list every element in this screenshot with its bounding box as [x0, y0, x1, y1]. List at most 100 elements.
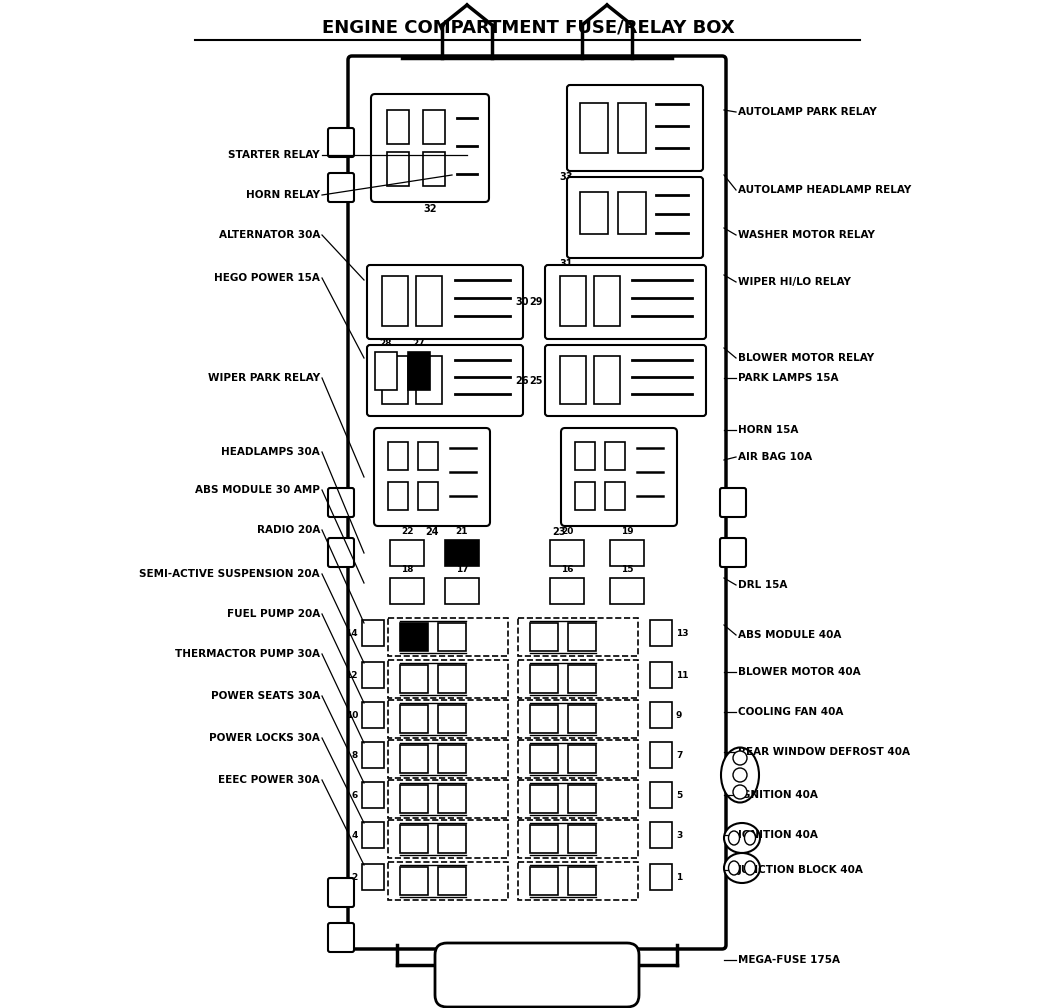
- Bar: [605, 482, 625, 510]
- FancyBboxPatch shape: [328, 128, 354, 157]
- FancyBboxPatch shape: [545, 345, 706, 416]
- Text: HEGO POWER 15A: HEGO POWER 15A: [214, 273, 320, 283]
- Bar: [560, 356, 586, 404]
- FancyBboxPatch shape: [435, 943, 639, 1007]
- Text: PARK LAMPS 15A: PARK LAMPS 15A: [738, 373, 838, 383]
- Text: 16: 16: [561, 565, 573, 574]
- Bar: [576, 482, 595, 510]
- Ellipse shape: [744, 861, 755, 875]
- Text: 21: 21: [456, 527, 468, 536]
- Bar: [400, 705, 428, 733]
- Bar: [580, 103, 608, 153]
- Bar: [518, 660, 638, 698]
- Text: 18: 18: [400, 565, 413, 574]
- Text: 28: 28: [380, 339, 392, 348]
- Bar: [362, 702, 384, 728]
- Bar: [568, 745, 596, 773]
- FancyBboxPatch shape: [367, 265, 523, 339]
- Ellipse shape: [724, 823, 760, 853]
- Text: AUTOLAMP HEADLAMP RELAY: AUTOLAMP HEADLAMP RELAY: [738, 185, 911, 195]
- Text: ABS MODULE 40A: ABS MODULE 40A: [738, 630, 842, 640]
- Bar: [518, 740, 638, 778]
- Text: 5: 5: [676, 790, 682, 799]
- FancyBboxPatch shape: [567, 177, 703, 258]
- Bar: [550, 578, 584, 604]
- Text: 22: 22: [400, 527, 413, 536]
- Text: WIPER PARK RELAY: WIPER PARK RELAY: [208, 373, 320, 383]
- Bar: [518, 618, 638, 656]
- Text: 29: 29: [529, 297, 543, 307]
- Text: HEADLAMPS 30A: HEADLAMPS 30A: [222, 447, 320, 457]
- Bar: [386, 110, 409, 144]
- Text: 19: 19: [621, 527, 634, 536]
- Bar: [418, 482, 438, 510]
- Text: WIPER HI/LO RELAY: WIPER HI/LO RELAY: [738, 277, 851, 287]
- Bar: [518, 700, 638, 738]
- Text: HORN 15A: HORN 15A: [738, 425, 798, 435]
- Bar: [382, 276, 408, 326]
- Bar: [418, 442, 438, 470]
- Bar: [388, 862, 508, 900]
- FancyBboxPatch shape: [561, 428, 677, 526]
- Bar: [568, 825, 596, 853]
- Text: 6: 6: [352, 790, 358, 799]
- Bar: [388, 740, 508, 778]
- Bar: [518, 780, 638, 818]
- Bar: [438, 705, 466, 733]
- Text: 30: 30: [515, 297, 528, 307]
- Bar: [375, 352, 397, 390]
- Ellipse shape: [733, 785, 747, 799]
- Bar: [550, 540, 584, 566]
- Bar: [650, 742, 672, 768]
- Bar: [445, 540, 479, 566]
- Bar: [610, 578, 644, 604]
- Bar: [530, 705, 558, 733]
- Text: 12: 12: [345, 670, 358, 679]
- Text: BLOWER MOTOR 40A: BLOWER MOTOR 40A: [738, 667, 861, 677]
- Text: 20: 20: [561, 527, 573, 536]
- FancyBboxPatch shape: [328, 878, 354, 907]
- Ellipse shape: [733, 768, 747, 782]
- Text: ALTERNATOR 30A: ALTERNATOR 30A: [219, 230, 320, 240]
- Bar: [650, 702, 672, 728]
- Bar: [593, 356, 620, 404]
- Ellipse shape: [729, 861, 739, 875]
- Text: ABS MODULE 30 AMP: ABS MODULE 30 AMP: [195, 485, 320, 495]
- Bar: [530, 665, 558, 694]
- Bar: [388, 482, 408, 510]
- Text: 7: 7: [676, 751, 682, 759]
- Bar: [400, 867, 428, 895]
- Bar: [568, 785, 596, 813]
- Bar: [580, 192, 608, 234]
- Bar: [362, 742, 384, 768]
- Text: STARTER RELAY: STARTER RELAY: [228, 150, 320, 160]
- Bar: [518, 862, 638, 900]
- Bar: [400, 623, 428, 651]
- Text: POWER LOCKS 30A: POWER LOCKS 30A: [209, 733, 320, 743]
- Bar: [416, 356, 442, 404]
- Bar: [438, 825, 466, 853]
- Text: FUEL PUMP 20A: FUEL PUMP 20A: [227, 609, 320, 619]
- Text: 24: 24: [426, 527, 438, 537]
- FancyBboxPatch shape: [567, 85, 703, 171]
- Text: POWER SEATS 30A: POWER SEATS 30A: [210, 691, 320, 701]
- Text: 23: 23: [552, 527, 566, 537]
- Bar: [388, 442, 408, 470]
- Text: 27: 27: [413, 339, 426, 348]
- Ellipse shape: [733, 751, 747, 765]
- Text: 8: 8: [352, 751, 358, 759]
- Bar: [650, 864, 672, 890]
- FancyBboxPatch shape: [328, 923, 354, 952]
- FancyBboxPatch shape: [328, 538, 354, 566]
- Bar: [650, 620, 672, 646]
- Bar: [390, 540, 425, 566]
- Bar: [618, 192, 646, 234]
- FancyBboxPatch shape: [720, 488, 746, 517]
- Bar: [390, 578, 425, 604]
- Bar: [650, 782, 672, 808]
- Bar: [423, 110, 445, 144]
- Text: 10: 10: [345, 711, 358, 720]
- Text: 15: 15: [621, 565, 634, 574]
- FancyBboxPatch shape: [720, 538, 746, 566]
- Bar: [382, 356, 408, 404]
